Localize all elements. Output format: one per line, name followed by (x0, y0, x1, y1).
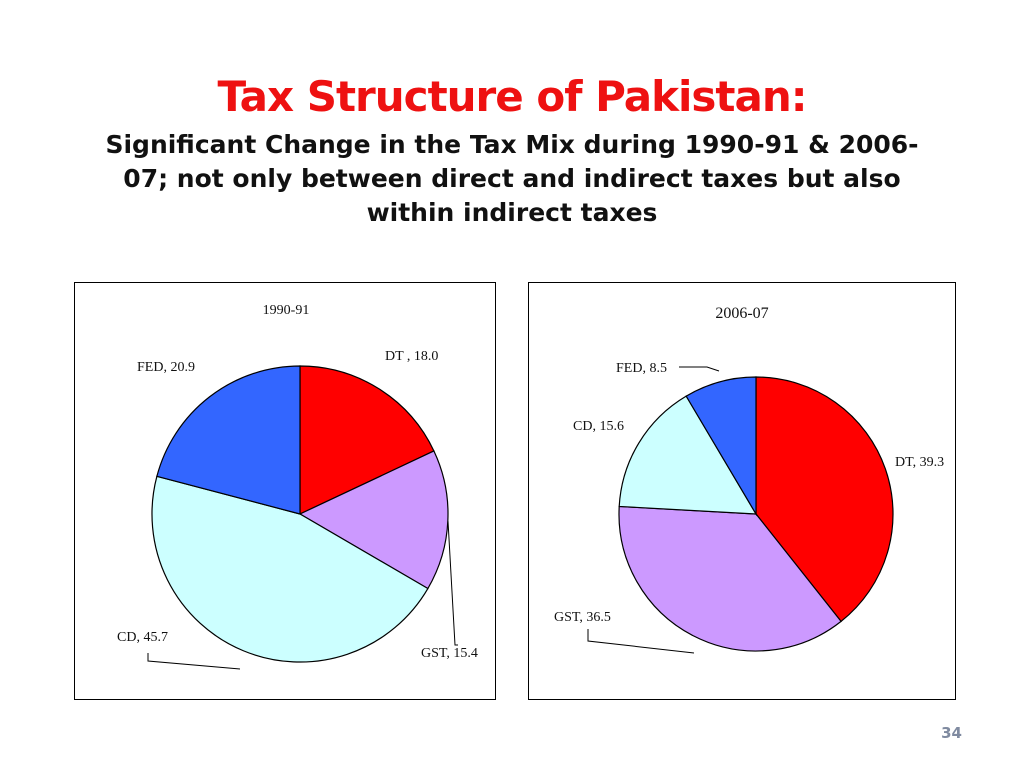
pie-slice-gst-2006-07 (618, 505, 842, 652)
slice-label-cd-1990-91: CD, 45.7 (117, 630, 168, 645)
leader-line-gst-1990-91 (447, 520, 458, 646)
pie-slice-fed-1990-91 (156, 365, 301, 515)
pie-chart-1990-91: 1990-91 DT , 18.0 GST, 15.4 CD, 45.7 FED, 2… (74, 282, 496, 700)
pie-chart-2006-07-svg: 2006-07 DT, 39.3 GST, 36.5 CD, 15.6 FED, 8.… (554, 305, 944, 654)
leader-line-fed-2006-07 (679, 366, 720, 372)
slide-subtitle: Significant Change in the Tax Mix during… (105, 130, 919, 227)
leader-line-gst-2006-07 (587, 629, 695, 654)
pie-slice-cd-2006-07 (618, 395, 758, 515)
page-number: 34 (941, 724, 962, 742)
slice-label-fed-2006-07: FED, 8.5 (616, 361, 667, 376)
slide-title: Tax Structure of Pakistan: (217, 72, 807, 121)
pie-slice-fed-2006-07 (685, 376, 757, 517)
leader-line-cd-1990-91 (147, 653, 241, 670)
pie-slice-dt-1990-91 (299, 365, 435, 515)
pie-slice-cd-1990-91 (151, 475, 429, 663)
pie-chart-2006-07: 2006-07 DT, 39.3 GST, 36.5 CD, 15.6 FED, 8.… (528, 282, 956, 700)
chart-title-1990-91: 1990-91 (263, 303, 310, 318)
pie-slice-gst-1990-91 (298, 450, 449, 590)
slice-label-fed-1990-91: FED, 20.9 (137, 360, 195, 375)
slice-label-dt-2006-07: DT, 39.3 (895, 455, 944, 470)
slice-label-gst-1990-91: GST, 15.4 (421, 646, 478, 661)
chart-title-2006-07: 2006-07 (715, 305, 768, 322)
slice-label-dt-1990-91: DT , 18.0 (385, 349, 438, 364)
pie-chart-1990-91-svg: 1990-91 DT , 18.0 GST, 15.4 CD, 45.7 FED, 2… (117, 303, 478, 670)
pie-slice-dt-2006-07 (755, 376, 894, 623)
slice-label-cd-2006-07: CD, 15.6 (573, 419, 624, 434)
slice-label-gst-2006-07: GST, 36.5 (554, 610, 611, 625)
